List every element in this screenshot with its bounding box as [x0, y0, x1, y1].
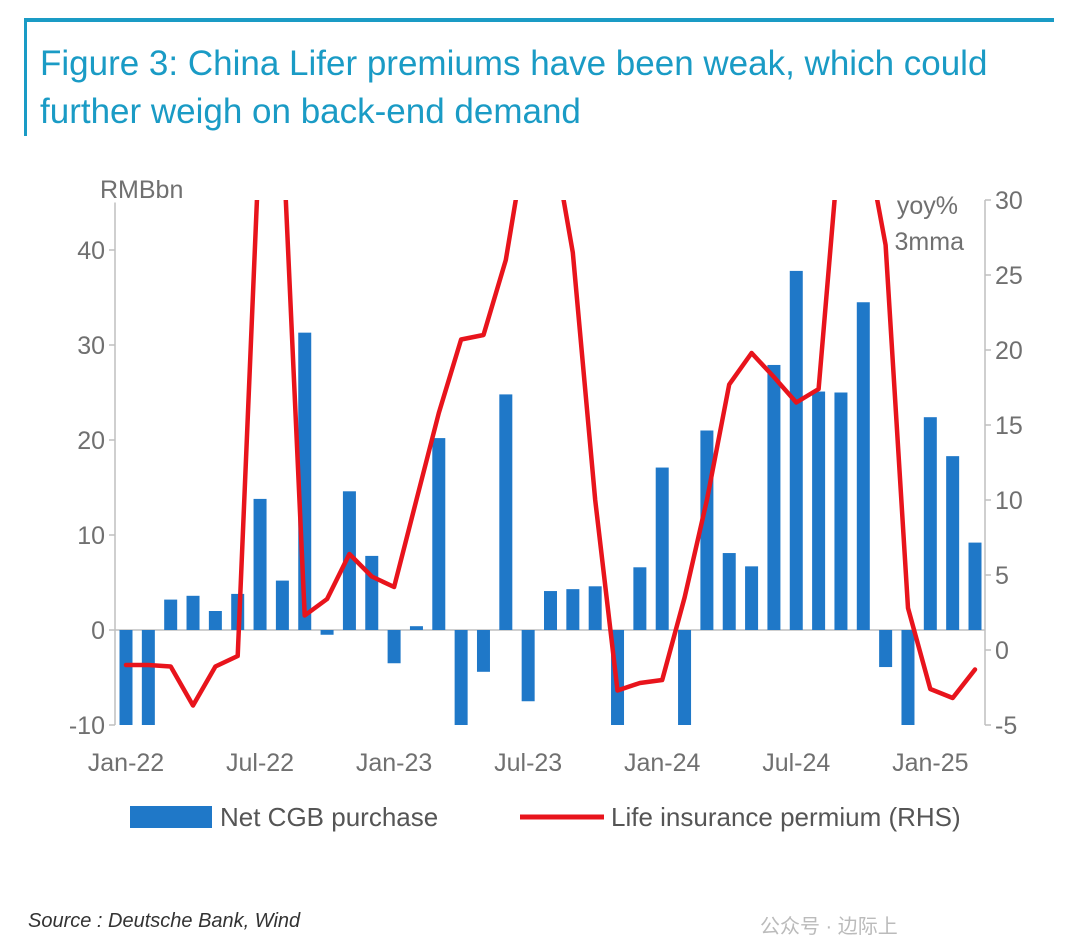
- right-tick-label: 0: [995, 637, 1009, 665]
- bar: [633, 567, 647, 630]
- bar-series: [119, 270, 982, 725]
- legend-bar-label: Net CGB purchase: [220, 802, 438, 832]
- right-axis-unit-line2: 3mma: [895, 228, 965, 256]
- bar: [856, 302, 870, 630]
- left-tick-label: -10: [69, 712, 105, 740]
- bar: [588, 586, 602, 630]
- x-tick-label: Jul-24: [762, 749, 830, 777]
- right-tick-label: 30: [995, 187, 1023, 215]
- bar: [745, 566, 759, 630]
- bar: [544, 591, 557, 630]
- bar: [767, 364, 781, 630]
- right-tick-label: 15: [995, 412, 1023, 440]
- bar: [365, 555, 379, 630]
- bar: [499, 394, 513, 630]
- bar: [834, 392, 848, 630]
- right-tick-label: 5: [995, 562, 1009, 590]
- legend-bar-swatch: [130, 806, 212, 828]
- bar: [700, 430, 714, 630]
- left-tick-label: 40: [77, 237, 105, 265]
- title-top-rule: [24, 18, 1054, 22]
- bar: [409, 626, 423, 630]
- bar: [968, 542, 982, 630]
- axis-labels: 40 30 20 10 0 -10 30 25 20 15 10 5 0 -5 Jan-22 Jul-22 Ja…: [69, 187, 1023, 777]
- bar: [164, 599, 178, 630]
- bar: [253, 498, 267, 630]
- x-tick-label: Jan-25: [892, 749, 968, 777]
- bar: [521, 630, 535, 702]
- right-tick-label: 10: [995, 487, 1023, 515]
- bar: [186, 595, 200, 630]
- x-tick-label: Jan-22: [88, 749, 164, 777]
- left-tick-label: 10: [77, 522, 105, 550]
- line-series: [123, 200, 978, 708]
- bar: [812, 391, 826, 630]
- right-tick-label: 25: [995, 262, 1023, 290]
- bar: [208, 611, 222, 630]
- bar: [678, 630, 692, 725]
- bar: [722, 553, 736, 630]
- bar: [119, 630, 133, 725]
- source-note: Source : Deutsche Bank, Wind: [28, 910, 301, 932]
- title-left-rule: [24, 18, 27, 136]
- bar: [387, 630, 401, 664]
- right-tick-label: -5: [995, 712, 1017, 740]
- left-axis-unit: RMBbn: [100, 176, 183, 204]
- left-tick-label: 30: [77, 332, 105, 360]
- x-tick-label: Jan-24: [624, 749, 701, 777]
- left-tick-label: 0: [91, 617, 105, 645]
- bar: [655, 467, 669, 630]
- bar: [454, 630, 468, 725]
- bar: [342, 491, 356, 630]
- chart-title: Figure 3: China Lifer premiums have been…: [40, 44, 988, 131]
- x-tick-label: Jul-23: [494, 749, 562, 777]
- bar: [141, 630, 155, 725]
- x-tick-label: Jul-22: [226, 749, 294, 777]
- bar: [946, 456, 960, 630]
- bar: [566, 589, 580, 630]
- bar: [476, 630, 490, 672]
- bar: [901, 630, 915, 725]
- bar: [923, 417, 937, 630]
- bar: [432, 438, 446, 630]
- bar: [879, 630, 893, 668]
- bar: [275, 580, 289, 630]
- bar: [320, 630, 334, 635]
- legend-line-label: Life insurance permium (RHS): [611, 802, 961, 832]
- left-tick-label: 20: [77, 427, 105, 455]
- right-axis-unit-line1: yoy%: [897, 192, 958, 220]
- watermark: 公众号 · 边际上: [760, 916, 898, 938]
- x-tick-label: Jan-23: [356, 749, 432, 777]
- bar: [789, 270, 803, 630]
- legend: Net CGB purchase Life insurance permium …: [130, 802, 961, 832]
- right-tick-label: 20: [995, 337, 1023, 365]
- premium-line: [123, 200, 978, 708]
